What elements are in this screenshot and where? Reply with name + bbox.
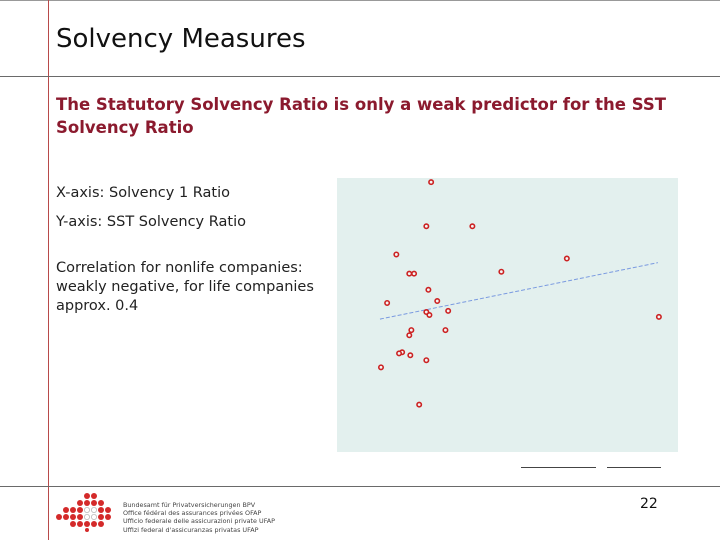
data-point-8 xyxy=(498,268,505,275)
data-point-16 xyxy=(442,327,449,334)
data-point-2 xyxy=(423,223,430,230)
data-point-12 xyxy=(445,307,452,314)
org-line: Bundesamt für Privatversicherungen BPV xyxy=(123,501,256,509)
footer-divider xyxy=(0,486,720,487)
data-point-11 xyxy=(384,299,391,306)
data-point-7 xyxy=(411,270,418,277)
data-point-3 xyxy=(469,223,476,230)
slide-subtitle: The Statutory Solvency Ratio is only a w… xyxy=(56,95,667,137)
header-divider xyxy=(0,76,720,77)
data-point-4 xyxy=(393,251,400,258)
data-point-6 xyxy=(406,270,413,277)
page-number: 22 xyxy=(640,496,658,512)
data-point-22 xyxy=(423,357,430,364)
data-point-18 xyxy=(406,332,413,339)
org-line: Office fédéral des assurances privées OF… xyxy=(123,509,262,518)
scatter-chart xyxy=(337,178,678,452)
data-point-1 xyxy=(428,179,435,186)
data-point-24 xyxy=(416,401,423,408)
trend-line xyxy=(379,262,658,320)
data-point-15 xyxy=(655,313,662,320)
plot-background xyxy=(337,178,678,452)
scatter-points xyxy=(377,179,662,408)
organization-names: Bundesamt für Privatversicherungen BPV O… xyxy=(123,501,275,534)
org-line: Ufficio federale delle assicurazioni pri… xyxy=(123,517,276,526)
data-point-23 xyxy=(377,364,384,371)
underline-mark-2 xyxy=(607,467,661,468)
correlation-note: Correlation for nonlife companies: weakl… xyxy=(56,260,314,314)
data-point-17 xyxy=(408,327,415,334)
data-point-10 xyxy=(434,298,441,305)
top-border xyxy=(0,0,720,1)
data-point-9 xyxy=(425,286,432,293)
logo-icon xyxy=(56,493,111,532)
slide-title: Solvency Measures xyxy=(56,24,306,54)
data-point-14 xyxy=(426,312,433,319)
data-point-5 xyxy=(563,255,570,262)
org-line: Uffizi federal d'assicuranzas privatas U… xyxy=(123,525,259,534)
data-point-20 xyxy=(396,350,403,357)
underline-mark-1 xyxy=(521,467,596,468)
x-axis-description: X-axis: Solvency 1 Ratio xyxy=(56,185,231,201)
y-axis-description: Y-axis: SST Solvency Ratio xyxy=(56,214,246,230)
left-accent-line xyxy=(48,0,49,540)
data-point-21 xyxy=(407,352,414,359)
